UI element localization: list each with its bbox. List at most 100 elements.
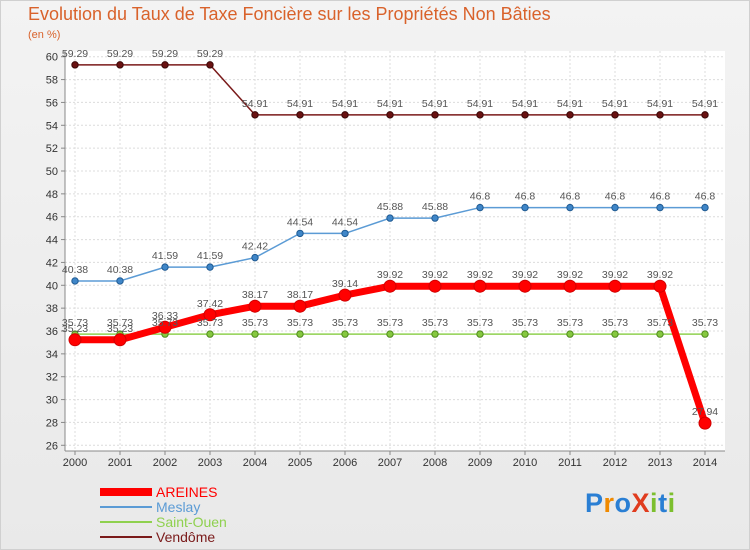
data-label-saint-ouen: 35.73 (512, 317, 538, 329)
x-tick-label: 2000 (63, 457, 87, 469)
legend: AREINES Meslay Saint-Ouen Vendôme (100, 485, 300, 545)
data-point-saint-ouen (611, 330, 619, 338)
data-label-areines: 38.17 (242, 289, 268, 301)
logo-letter: o (614, 488, 632, 518)
data-point-meslay (566, 203, 574, 212)
x-tick-label: 2007 (378, 457, 402, 469)
data-label-areines: 39.14 (332, 278, 358, 290)
data-point-vend-me (566, 111, 574, 119)
data-point-areines (383, 279, 397, 293)
data-point-saint-ouen (251, 330, 259, 338)
data-point-saint-ouen (386, 330, 394, 338)
data-label-saint-ouen: 35.73 (152, 317, 178, 329)
data-label-areines: 39.92 (647, 269, 673, 281)
axes: 26 28 30 32 34 36 38 40 42 44 46 48 50 52 54 56 58 60 2000… (46, 51, 725, 469)
x-tick-label: 2010 (513, 457, 537, 469)
data-label-vend-me: 54.91 (512, 98, 538, 110)
data-label-vend-me: 59.29 (152, 48, 178, 60)
logo-letter: X (631, 488, 651, 518)
y-tick-label: 36 (46, 326, 58, 338)
y-tick-label: 34 (46, 349, 58, 361)
data-point-saint-ouen (341, 330, 349, 338)
x-tick-label: 2012 (603, 457, 627, 469)
data-point-saint-ouen (566, 330, 574, 338)
data-point-vend-me (611, 111, 619, 119)
data-point-meslay (71, 277, 79, 285)
data-label-saint-ouen: 35.73 (242, 317, 268, 329)
data-label-areines: 35.23 (107, 323, 133, 335)
data-label-areines: 39.92 (377, 269, 403, 281)
data-point-meslay (386, 214, 394, 222)
data-label-saint-ouen: 35.73 (62, 317, 88, 329)
data-point-vend-me (161, 61, 169, 69)
data-label-meslay: 41.59 (197, 250, 223, 262)
x-tick-label: 2006 (333, 457, 357, 469)
data-point-areines (203, 308, 217, 322)
data-label-areines: 37.42 (197, 298, 223, 310)
data-point-saint-ouen (656, 330, 664, 338)
y-tick-label: 58 (46, 75, 58, 87)
data-label-vend-me: 54.91 (647, 98, 673, 110)
data-label-meslay: 46.8 (695, 191, 716, 203)
data-label-saint-ouen: 35.73 (377, 317, 403, 329)
data-point-meslay (701, 203, 709, 212)
legend-swatch (100, 506, 152, 508)
data-label-vend-me: 54.91 (332, 98, 358, 110)
legend-label: Vendôme (156, 529, 216, 545)
legend-swatch (100, 536, 152, 538)
data-point-areines (158, 320, 172, 334)
data-point-vend-me (386, 111, 394, 119)
y-tick-label: 28 (46, 417, 58, 429)
data-point-areines (653, 279, 667, 293)
data-label-vend-me: 59.29 (107, 48, 133, 60)
data-point-meslay (476, 203, 484, 212)
y-tick-label: 38 (46, 303, 58, 315)
data-label-areines: 39.92 (467, 269, 493, 281)
x-tick-label: 2005 (288, 457, 312, 469)
series (68, 61, 712, 430)
data-label-meslay: 46.8 (470, 191, 491, 203)
y-tick-label: 52 (46, 143, 58, 155)
y-tick-label: 56 (46, 97, 58, 109)
data-label-meslay: 42.42 (242, 241, 268, 253)
data-label-areines: 36.33 (152, 310, 178, 322)
proxiti-logo: ProXiti (585, 488, 676, 519)
x-tick-label: 2003 (198, 457, 222, 469)
data-point-meslay (206, 263, 214, 271)
x-tick-label: 2001 (108, 457, 132, 469)
data-label-meslay: 40.38 (62, 264, 88, 276)
data-point-saint-ouen (296, 330, 304, 338)
data-label-saint-ouen: 35.73 (107, 317, 133, 329)
legend-label: Saint-Ouen (156, 514, 227, 530)
data-label-saint-ouen: 35.73 (692, 317, 718, 329)
y-tick-label: 54 (46, 120, 58, 132)
y-tick-label: 60 (46, 52, 58, 64)
x-tick-label: 2014 (693, 457, 717, 469)
data-labels: 59.29 59.29 59.29 59.29 54.91 54.91 54.91 54.91… (62, 48, 718, 418)
legend-swatch (100, 488, 152, 496)
y-tick-label: 40 (46, 280, 58, 292)
data-point-vend-me (476, 111, 484, 119)
logo-letter: r (603, 488, 615, 518)
data-label-areines: 39.92 (557, 269, 583, 281)
data-label-areines: 27.94 (692, 406, 718, 418)
data-point-vend-me (521, 111, 529, 119)
data-label-meslay: 41.59 (152, 250, 178, 262)
legend-label: AREINES (156, 484, 218, 500)
data-point-meslay (611, 203, 619, 212)
x-tick-label: 2002 (153, 457, 177, 469)
data-label-meslay: 46.8 (515, 191, 536, 203)
data-label-saint-ouen: 35.73 (647, 317, 673, 329)
data-point-meslay (521, 203, 529, 212)
chart-title: Evolution du Taux de Taxe Foncière sur l… (28, 4, 551, 24)
data-point-vend-me (206, 61, 214, 69)
y-tick-label: 30 (46, 395, 58, 407)
legend-item-areines: AREINES (100, 485, 300, 500)
data-point-vend-me (251, 111, 259, 119)
data-point-vend-me (431, 111, 439, 119)
legend-item-meslay: Meslay (100, 500, 300, 515)
data-label-meslay: 44.54 (332, 216, 358, 228)
data-point-areines (338, 288, 352, 302)
data-point-saint-ouen (206, 330, 214, 338)
